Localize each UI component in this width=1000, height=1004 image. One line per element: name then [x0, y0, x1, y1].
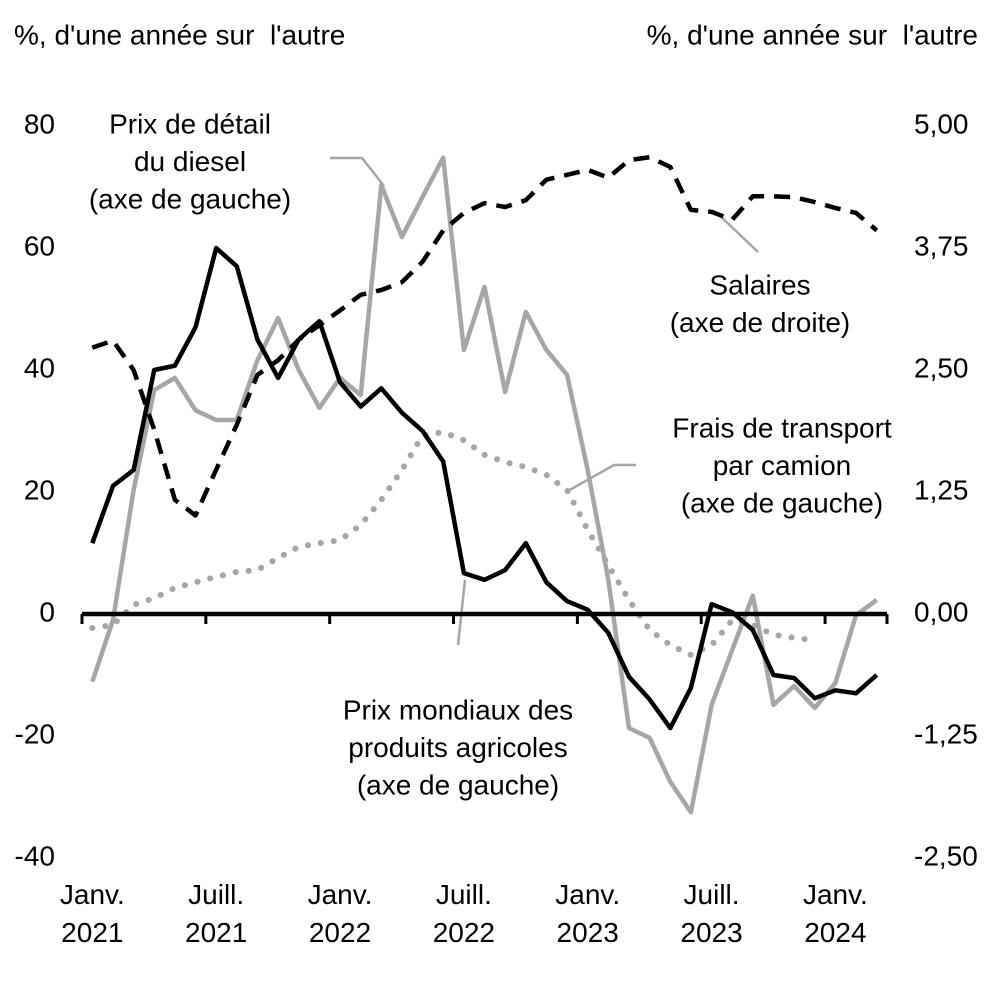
- x-tick-label: Juill. 2021: [185, 879, 247, 948]
- y2-tick-label: 0,00: [914, 596, 969, 627]
- y2-tick-label: -2,50: [914, 840, 978, 871]
- x-tick-label: Janv. 2024: [803, 879, 868, 948]
- x-tick-label: Juill. 2022: [433, 879, 495, 948]
- x-tick-label: Juill. 2023: [680, 879, 742, 948]
- series-line: [89, 429, 818, 658]
- series-line: [90, 245, 879, 731]
- leader-line: [715, 211, 759, 253]
- y-tick-label: 0: [39, 596, 55, 627]
- annotation: produits agricoles: [348, 732, 567, 763]
- x-tick-label: Janv. 2022: [308, 879, 373, 948]
- annotation: par camion: [713, 450, 852, 481]
- y-tick-label: 40: [24, 352, 55, 383]
- leader-lines: [330, 156, 759, 646]
- series-line: [91, 154, 879, 518]
- annotation: Salaires: [709, 269, 810, 300]
- y-tick-label: -20: [15, 718, 55, 749]
- leader-line: [330, 156, 385, 187]
- y2-tick-label: 5,00: [914, 108, 969, 139]
- y2-tick-label: 1,25: [914, 474, 969, 505]
- annotation: (axe de gauche): [357, 769, 559, 800]
- x-tick-label: Janv. 2021: [60, 879, 125, 948]
- y2-tick-label: -1,25: [914, 718, 978, 749]
- y2-tick-label: 3,75: [914, 230, 969, 261]
- y2-axis-title: %, d'une année sur l'autre: [647, 19, 978, 50]
- y2-tick-label: 2,50: [914, 352, 969, 383]
- annotation: Prix de détail: [109, 108, 271, 139]
- annotation: du diesel: [134, 146, 246, 177]
- annotation: Prix mondiaux des: [343, 694, 573, 725]
- y-tick-label: 20: [24, 474, 55, 505]
- annotation: (axe de droite): [670, 307, 851, 338]
- annotation: (axe de gauche): [681, 487, 883, 518]
- y-axis-title: %, d'une année sur l'autre: [14, 19, 345, 50]
- x-tick-label: Janv. 2023: [555, 879, 620, 948]
- y-tick-label: 80: [24, 108, 55, 139]
- leader-line: [565, 463, 636, 494]
- annotation: Frais de transport: [672, 412, 892, 443]
- annotation: (axe de gauche): [89, 183, 291, 214]
- y-tick-label: 60: [24, 230, 55, 261]
- y-tick-label: -40: [15, 840, 55, 871]
